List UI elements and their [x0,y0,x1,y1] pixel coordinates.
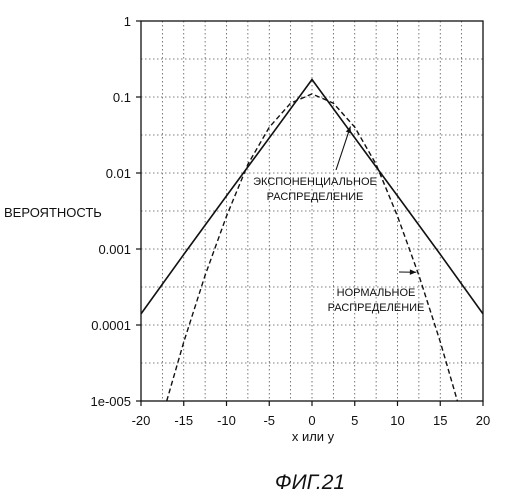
x-tick-label: 0 [308,413,315,428]
annotation-text: НОРМАЛЬНОЕ [337,287,416,299]
x-tick-label: 10 [390,413,404,428]
y-tick-label: 1e-005 [91,394,131,409]
x-tick-label: -5 [263,413,275,428]
y-tick-label: 0.01 [106,166,131,181]
x-tick-label: -10 [217,413,236,428]
x-axis-label: x или y [292,429,335,444]
annotation-arrow [336,126,350,170]
x-tick-label: 5 [351,413,358,428]
y-tick-label: 0.001 [98,242,131,257]
x-tick-label: -20 [132,413,151,428]
x-tick-label: 20 [476,413,490,428]
x-tick-label: -15 [174,413,193,428]
series-layer [141,80,483,402]
annotation-text: РАСПРЕДЕЛЕНИЕ [267,191,364,203]
annotation-arrowhead [410,269,416,274]
annotation-text: РАСПРЕДЕЛЕНИЕ [328,302,425,314]
figure-caption: ФИГ.21 [275,471,345,494]
normal-distribution-line [167,94,458,401]
grid [141,21,483,401]
y-tick-label: 0.1 [113,90,131,105]
x-tick-label: 15 [433,413,447,428]
annotation-text: ЭКСПОНЕНЦИАЛЬНОЕ [253,176,377,188]
y-axis-label: ВЕРОЯТНОСТЬ [4,205,102,220]
y-tick-label: 0.0001 [91,318,131,333]
y-tick-label: 1 [124,14,131,29]
